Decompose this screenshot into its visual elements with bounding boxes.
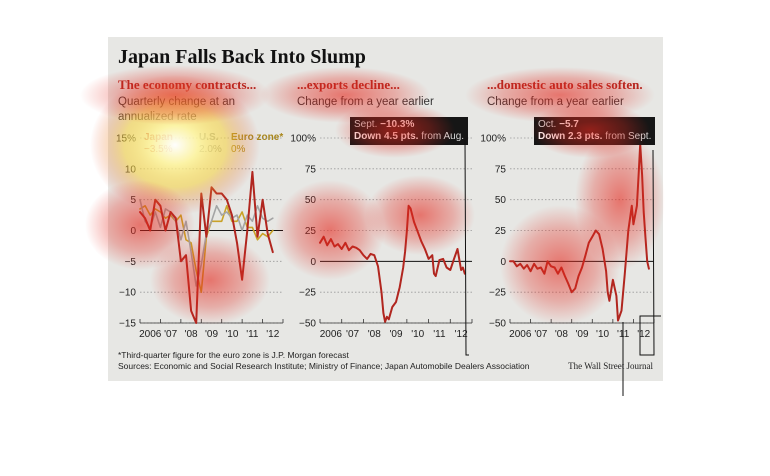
y-tick-label: −50 <box>489 319 506 330</box>
x-tick-label: '07 <box>346 329 359 340</box>
footnote: *Third-quarter figure for the euro zone … <box>118 350 349 360</box>
y-tick-label: 75 <box>305 164 317 175</box>
series-line <box>319 204 466 323</box>
series-line <box>509 143 650 322</box>
x-tick-label: '10 <box>411 329 424 340</box>
y-tick-label: 100% <box>480 134 506 145</box>
plot-area: −15−10−5051015%2006'07'08'09'10'11'12−50… <box>116 134 655 340</box>
chart-figure: Japan Falls Back Into Slump The economy … <box>108 37 663 381</box>
autos-callout-label: Oct. <box>538 119 557 130</box>
y-tick-label: −5 <box>125 257 137 268</box>
exports-callout: Sept. −10.3% Down 4.5 pts. from Aug. <box>350 117 469 145</box>
sources: Sources: Economic and Social Research In… <box>118 361 530 371</box>
x-tick-label: '10 <box>596 329 609 340</box>
y-tick-label: −25 <box>299 288 316 299</box>
x-tick-label: '09 <box>205 329 218 340</box>
chart-panel-3: −50 −25 0 25 50 75 100% 2006'07 '08 '09 '10 '11 '12 <box>480 134 655 340</box>
y-tick-label: 0 <box>500 257 506 268</box>
credit: The Wall Street Journal <box>568 361 653 371</box>
y-tick-label: −50 <box>299 319 316 330</box>
y-tick-label: 100% <box>290 134 316 145</box>
exports-callout-label: Sept. <box>354 119 378 130</box>
x-tick-label: '09 <box>575 329 588 340</box>
x-tick-label: '10 <box>225 329 238 340</box>
y-tick-label: 25 <box>495 226 507 237</box>
y-tick-label: 75 <box>495 164 507 175</box>
y-tick-label: 15% <box>116 134 136 145</box>
autos-callout-change: Down 2.3 pts. <box>538 131 603 142</box>
x-tick-label: '08 <box>555 329 568 340</box>
y-tick-label: −10 <box>119 288 136 299</box>
x-tick-label: '08 <box>368 329 381 340</box>
autos-callout-suffix: from Sept. <box>605 131 652 142</box>
y-tick-label: 0 <box>310 257 316 268</box>
y-tick-label: 0 <box>130 226 136 237</box>
x-tick-label: '12 <box>266 329 279 340</box>
x-tick-label: '07 <box>534 329 547 340</box>
x-tick-label: '07 <box>164 329 177 340</box>
y-tick-label: 50 <box>305 195 317 206</box>
autos-callout: Oct. −5.7 Down 2.3 pts. from Sept. <box>534 117 656 145</box>
x-tick-label: 2006 <box>509 329 532 340</box>
exports-callout-suffix: from Aug. <box>421 131 465 142</box>
x-tick-label: '11 <box>433 329 446 340</box>
x-tick-label: '11 <box>246 329 259 340</box>
main-title: Japan Falls Back Into Slump <box>118 46 366 68</box>
x-tick-label: 2006 <box>320 329 343 340</box>
y-tick-label: 50 <box>495 195 507 206</box>
series-line <box>139 170 274 324</box>
chart-panel-1: −15 −10 −5 0 5 10 15% 2006'07 '08 '09 '10 '11 '12 <box>116 134 284 340</box>
y-tick-label: −15 <box>119 319 136 330</box>
x-tick-label: '12 <box>455 329 468 340</box>
y-tick-label: 10 <box>125 164 137 175</box>
autos-callout-value: −5.7 <box>559 119 579 130</box>
x-tick-label: 2006 <box>139 329 162 340</box>
y-tick-label: 5 <box>130 195 136 206</box>
y-tick-label: 25 <box>305 226 317 237</box>
x-tick-label: '09 <box>389 329 402 340</box>
x-tick-label: '08 <box>185 329 198 340</box>
chart-panel-2: −50 −25 0 25 50 75 100% 2006'07 '08 '09 '10 '11 '12 <box>290 134 473 340</box>
x-tick-label: '12 <box>637 329 650 340</box>
y-tick-label: −25 <box>489 288 506 299</box>
exports-callout-value: −10.3% <box>380 119 415 130</box>
exports-callout-change: Down 4.5 pts. <box>354 131 419 142</box>
x-tick-label: '11 <box>617 329 630 340</box>
